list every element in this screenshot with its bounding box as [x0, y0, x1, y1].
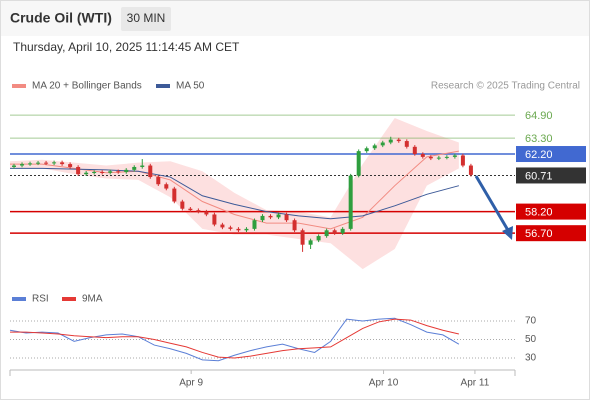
- candle-body: [172, 188, 177, 202]
- candle-body: [68, 164, 73, 167]
- legend-label: MA 20 + Bollinger Bands: [32, 81, 142, 92]
- candle-body: [252, 220, 257, 229]
- timeframe-box: [121, 7, 171, 31]
- candle-body: [364, 148, 369, 152]
- candle-body: [108, 171, 113, 173]
- candle-body: [452, 155, 457, 157]
- candle-body: [156, 177, 161, 185]
- candle-body: [324, 230, 329, 237]
- candle-body: [428, 156, 433, 159]
- header-bar: [1, 1, 589, 36]
- candle-body: [164, 184, 169, 189]
- candle-body: [228, 227, 233, 229]
- candle-body: [308, 240, 313, 245]
- candle-body: [276, 214, 281, 218]
- candle-body: [444, 156, 449, 158]
- level-box: [516, 167, 586, 184]
- candle-body: [44, 162, 49, 164]
- candle-body: [316, 236, 321, 241]
- credit: Research © 2025 Trading Central: [431, 81, 580, 92]
- candle-body: [84, 172, 89, 175]
- y-tick-label: 70: [525, 316, 537, 327]
- plot: 64.90 63.30 62.20 60.71 58.20 56.70 MA 20 + Bo…: [9, 81, 586, 389]
- candle-body: [116, 171, 121, 173]
- candle-body: [380, 142, 385, 146]
- candle-body: [412, 146, 417, 155]
- candle-body: [292, 220, 297, 231]
- candle-body: [396, 139, 401, 142]
- candle-body: [52, 162, 57, 164]
- legend-swatch: [12, 84, 26, 88]
- candle-body: [148, 165, 153, 178]
- level-label: 56.70: [525, 228, 553, 240]
- timeframe: 30 MIN: [127, 11, 166, 25]
- candle-body: [12, 165, 17, 167]
- candle-body: [20, 164, 25, 166]
- y-tick-label: 50: [525, 334, 537, 345]
- candle-body: [204, 211, 209, 215]
- candle-body: [332, 230, 337, 234]
- level-label: 64.90: [525, 110, 553, 122]
- ma-line: [10, 167, 460, 220]
- legend-label: RSI: [32, 294, 49, 305]
- line-series: [9, 317, 460, 362]
- bollinger-band: [10, 118, 459, 270]
- level-box: [516, 225, 586, 242]
- candle-body: [420, 154, 425, 157]
- legend-label: MA 50: [176, 81, 205, 92]
- candle-body: [284, 214, 289, 221]
- candle-body: [196, 210, 201, 212]
- candle-body: [28, 163, 33, 165]
- level-label: 60.71: [525, 170, 553, 182]
- candle-body: [236, 228, 241, 231]
- candle-body: [356, 151, 361, 176]
- candle-body: [100, 172, 105, 174]
- arrow-head: [502, 226, 513, 240]
- candle-body: [132, 166, 137, 170]
- candle-body: [244, 228, 249, 231]
- timestamp: Thursday, April 10, 2025 11:14:45 AM CET: [13, 40, 240, 54]
- candle-body: [372, 145, 377, 149]
- legend-swatch: [62, 297, 76, 301]
- forecast-arrow: [474, 175, 511, 233]
- legend-swatch: [12, 297, 26, 301]
- candle-body: [468, 165, 473, 175]
- level-label: 62.20: [525, 149, 553, 161]
- x-tick-label: Apr 11: [461, 378, 490, 389]
- legend-label: 9MA: [82, 294, 103, 305]
- candle-body: [36, 162, 41, 164]
- candle-body: [76, 166, 81, 175]
- candle-body: [340, 228, 345, 234]
- candle-body: [348, 175, 353, 229]
- level-box: [516, 146, 586, 163]
- x-tick-label: Apr 9: [179, 378, 203, 389]
- legend-swatch: [156, 84, 170, 88]
- y-tick-label: 30: [525, 353, 537, 364]
- level-label: 58.20: [525, 206, 553, 218]
- candle-body: [188, 208, 193, 211]
- candle-body: [220, 224, 225, 228]
- level-box: [516, 203, 586, 220]
- x-tick-label: Apr 10: [369, 378, 399, 389]
- candle-body: [92, 172, 97, 174]
- candle-body: [436, 157, 441, 159]
- title: Crude Oil (WTI): [10, 10, 112, 26]
- candle-body: [260, 215, 265, 221]
- line-series: [10, 318, 460, 359]
- candle-body: [212, 214, 217, 225]
- candle-body: [300, 230, 305, 245]
- candle-body: [268, 215, 273, 218]
- candle-body: [140, 165, 145, 167]
- candle-body: [124, 169, 129, 173]
- candle-body: [60, 162, 65, 165]
- candle-body: [404, 141, 409, 147]
- candle-body: [388, 139, 393, 143]
- level-label: 63.30: [525, 133, 553, 145]
- candle-body: [460, 155, 465, 166]
- candle-body: [180, 201, 185, 209]
